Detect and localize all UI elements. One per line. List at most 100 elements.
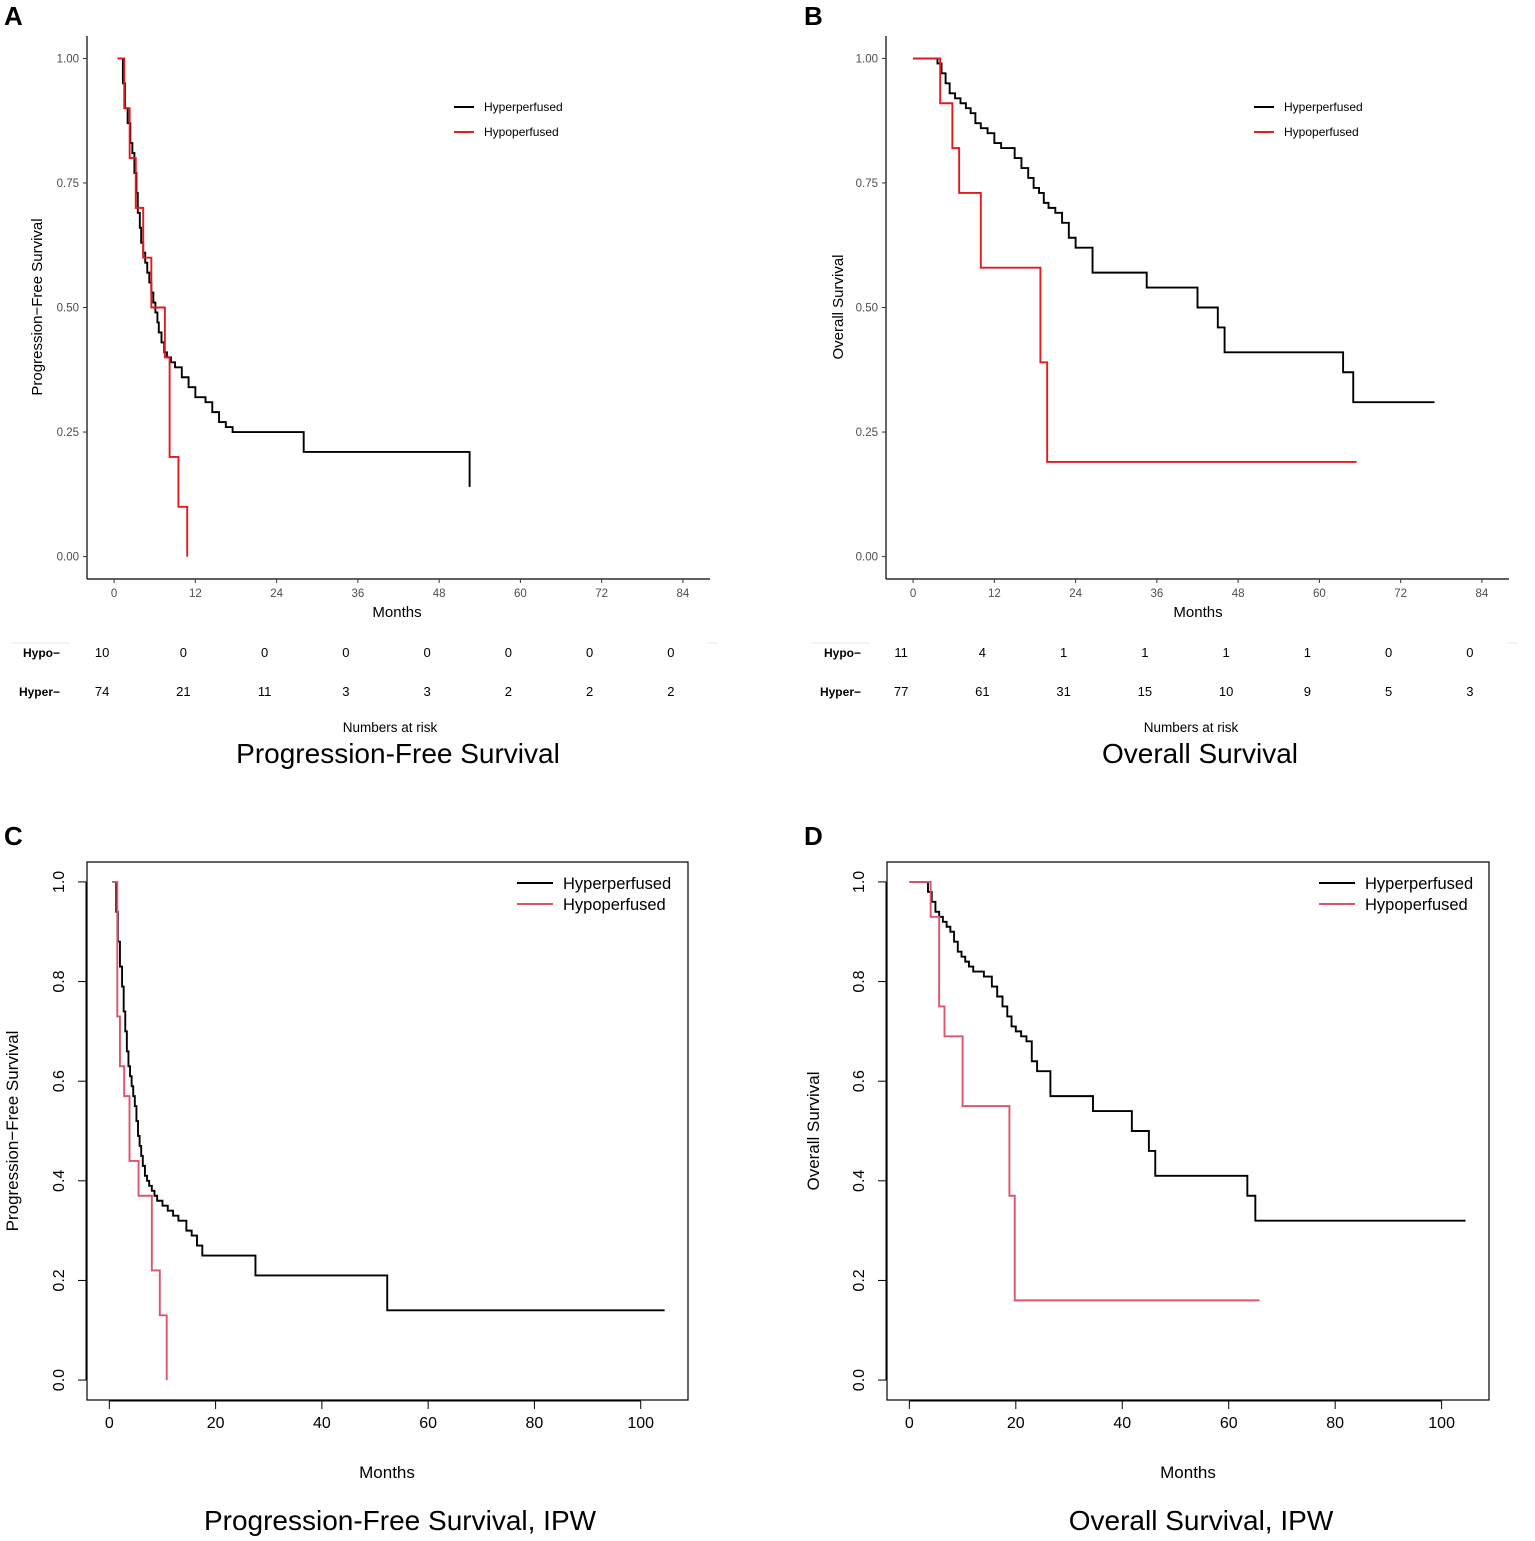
panel-a-series-hyperperfused-line xyxy=(120,57,471,487)
panel-b-risk-row-hyper-label: Hyper− xyxy=(820,685,861,699)
panel-a-risk-hyper-count: 2 xyxy=(586,684,593,699)
panel-b-risk-hyper-count: 5 xyxy=(1385,684,1392,699)
panel-a-risk-hyper-count: 3 xyxy=(342,684,349,699)
panel-b-xtick-label: 0 xyxy=(910,588,916,600)
panel-d-ytick-label: 0.6 xyxy=(851,1070,868,1092)
panel-b-risk-hypo-count: 1 xyxy=(1223,645,1230,660)
panel-a-risk-hypo-count: 0 xyxy=(505,645,512,660)
panel-b-risk-hypo-count: 1 xyxy=(1141,645,1148,660)
panel-b-ytick-label: 0.25 xyxy=(856,427,878,439)
panel-a-risk-hyper-count: 2 xyxy=(505,684,512,699)
panel-a-risk-hypo-count: 0 xyxy=(342,645,349,660)
panel-a-risk-hyper-count: 21 xyxy=(176,684,190,699)
panel-b-label: B xyxy=(804,1,823,31)
panel-b-xtick-label: 84 xyxy=(1476,588,1489,600)
panel-b-risk-hyper-count: 61 xyxy=(975,684,989,699)
panel-b-risk-hypo-count: 0 xyxy=(1385,645,1392,660)
panel-c-xtick-label: 40 xyxy=(313,1415,331,1432)
panel-d-ytick-label: 0.8 xyxy=(851,970,868,992)
panel-a-xtick-label: 24 xyxy=(270,588,283,600)
panel-c-y-axis-label: Progression−Free Survival xyxy=(3,1031,22,1232)
panel-a-xtick-label: 36 xyxy=(351,588,364,600)
panel-a-label: A xyxy=(4,1,23,31)
panel-a-x-axis-label: Months xyxy=(372,604,421,621)
panel-b-series-hyperperfused-line xyxy=(913,57,1435,404)
panel-d-plot-box xyxy=(886,861,1490,1401)
panel-c-ytick-label: 0.2 xyxy=(51,1269,68,1291)
panel-d-xtick-label: 60 xyxy=(1220,1415,1238,1432)
panel-a-legend-label-hyper: Hyperperfused xyxy=(484,100,563,114)
panel-b-series-hypoperfused-line xyxy=(913,57,1357,463)
panel-b-risk-hyper-count: 3 xyxy=(1466,684,1473,699)
panel-a-ytick-label: 0.75 xyxy=(57,178,79,190)
panel-d-ytick-label: 0.2 xyxy=(851,1269,868,1291)
panel-c-ytick-label: 1.0 xyxy=(51,871,68,893)
panel-d-legend-label-hypo: Hypoperfused xyxy=(1365,896,1468,914)
panel-b-risk-hyper-count: 10 xyxy=(1219,684,1233,699)
panel-a-xtick-label: 0 xyxy=(111,588,117,600)
panel-a-risk-hyper-count: 11 xyxy=(258,684,272,699)
panel-d-x-axis-label: Months xyxy=(1160,1463,1216,1482)
panel-d-ytick-label: 0.4 xyxy=(851,1170,868,1192)
panel-c-series-hypoperfused-line xyxy=(111,880,168,1381)
panel-b-risk-row-hypo-label: Hypo− xyxy=(824,646,861,660)
panel-b-risk-hypo-count: 4 xyxy=(979,645,986,660)
panel-a-risk-hypo-count: 0 xyxy=(180,645,187,660)
panel-d-label: D xyxy=(804,821,823,851)
panel-a-xtick-label: 84 xyxy=(677,588,690,600)
panel-b-risk-hyper-count: 15 xyxy=(1138,684,1152,699)
panel-a-risk-hypo-count: 0 xyxy=(667,645,674,660)
panel-a-risk-hyper-count: 2 xyxy=(667,684,674,699)
panel-a-risk-row-hypo-label: Hypo− xyxy=(23,646,60,660)
panel-d-title: Overall Survival, IPW xyxy=(1069,1505,1334,1536)
panel-c-label: C xyxy=(4,821,23,851)
panel-d-ytick-label: 0.0 xyxy=(851,1369,868,1391)
panel-c-ytick-label: 0.6 xyxy=(51,1070,68,1092)
panel-a-risk-hyper-count: 74 xyxy=(95,684,109,699)
panel-d-ytick-label: 1.0 xyxy=(851,871,868,893)
panel-d-xtick-label: 20 xyxy=(1007,1415,1025,1432)
panel-c-title: Progression-Free Survival, IPW xyxy=(204,1505,597,1536)
panel-d-xtick-label: 80 xyxy=(1326,1415,1344,1432)
panel-b-ytick-label: 0.75 xyxy=(856,178,878,190)
panel-b-risk-hypo-count: 0 xyxy=(1466,645,1473,660)
panel-c-series-hyperperfused-line xyxy=(114,880,665,1312)
panel-b-xtick-label: 60 xyxy=(1313,588,1326,600)
panel-b-risk-table-title: Numbers at risk xyxy=(1144,720,1239,735)
panel-c-xtick-label: 0 xyxy=(105,1415,114,1432)
panel-c-ytick-label: 0.8 xyxy=(51,970,68,992)
panel-b-ytick-label: 0.50 xyxy=(856,303,878,315)
panel-c-ytick-label: 0.4 xyxy=(51,1170,68,1192)
panel-b-x-axis-label: Months xyxy=(1173,604,1222,621)
panel-b-risk-hypo-count: 11 xyxy=(894,645,908,660)
panel-a-ytick-label: 0.25 xyxy=(57,427,79,439)
panel-a-risk-table-title: Numbers at risk xyxy=(343,720,438,735)
panel-a-legend-label-hypo: Hypoperfused xyxy=(484,125,559,139)
panel-b-risk-hypo-count: 1 xyxy=(1060,645,1067,660)
panel-b-risk-hyper-count: 77 xyxy=(894,684,908,699)
panel-b-title: Overall Survival xyxy=(1102,738,1298,769)
panel-c-xtick-label: 20 xyxy=(207,1415,225,1432)
panel-c-x-axis-label: Months xyxy=(359,1463,415,1482)
panel-b-xtick-label: 36 xyxy=(1150,588,1163,600)
panel-b-xtick-label: 24 xyxy=(1069,588,1082,600)
panel-a-risk-hypo-count: 0 xyxy=(586,645,593,660)
panel-a-ytick-label: 0.00 xyxy=(57,552,79,564)
panel-c-plot-box xyxy=(86,861,689,1401)
panel-b-xtick-label: 12 xyxy=(988,588,1001,600)
panel-a-risk-hypo-count: 10 xyxy=(95,645,109,660)
panel-d-xtick-label: 40 xyxy=(1113,1415,1131,1432)
panel-d-y-axis-label: Overall Survival xyxy=(804,1071,823,1190)
panel-a-y-axis-label: Progression−Free Survival xyxy=(29,218,46,395)
panel-a-risk-hyper-count: 3 xyxy=(424,684,431,699)
panel-a-risk-hypo-count: 0 xyxy=(261,645,268,660)
panel-d-xtick-label: 0 xyxy=(905,1415,914,1432)
panel-a-risk-hypo-count: 0 xyxy=(424,645,431,660)
panel-b-risk-hypo-count: 1 xyxy=(1304,645,1311,660)
panel-a-xtick-label: 48 xyxy=(433,588,446,600)
panel-a-ytick-label: 1.00 xyxy=(57,53,79,65)
panel-b-risk-hyper-count: 9 xyxy=(1304,684,1311,699)
panel-b-ytick-label: 1.00 xyxy=(856,53,878,65)
panel-c-legend-label-hypo: Hypoperfused xyxy=(563,896,666,914)
